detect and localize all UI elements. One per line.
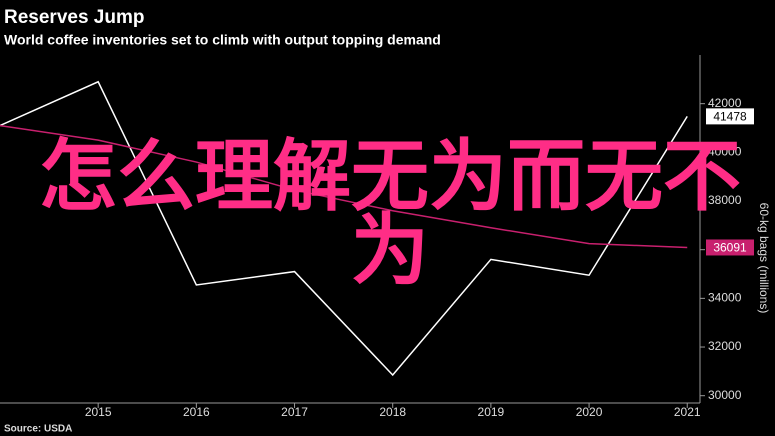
y-tick-label: 30000 [708, 388, 742, 402]
y-tick-label: 34000 [708, 291, 742, 305]
y-tick-label: 42000 [708, 96, 742, 110]
chart-title: Reserves Jump [4, 7, 144, 28]
y-tick-label: 32000 [708, 339, 742, 353]
x-tick-label: 2016 [183, 405, 210, 419]
source: Source: USDA [4, 424, 72, 435]
x-tick-label: 2021 [674, 405, 701, 419]
x-tick-label: 2020 [576, 405, 603, 419]
overlay-text: 怎么理解无为而无不为 [38, 132, 741, 296]
last-value-box [706, 239, 754, 256]
last-value-label: 36091 [713, 241, 747, 255]
x-tick-label: 2019 [478, 405, 505, 419]
x-tick-label: 2015 [85, 405, 112, 419]
x-tick-label: 2018 [379, 405, 406, 419]
x-tick-label: 2017 [281, 405, 308, 419]
last-value-box [706, 108, 754, 125]
y-axis-label: 60-kg bags (millions) [757, 203, 771, 314]
chart-subtitle: World coffee inventories set to climb wi… [4, 32, 441, 48]
line-series [0, 124, 688, 249]
line-series [0, 80, 688, 377]
y-tick-label: 38000 [708, 193, 742, 207]
last-value-label: 41478 [713, 110, 747, 124]
y-tick-label: 40000 [708, 145, 742, 159]
